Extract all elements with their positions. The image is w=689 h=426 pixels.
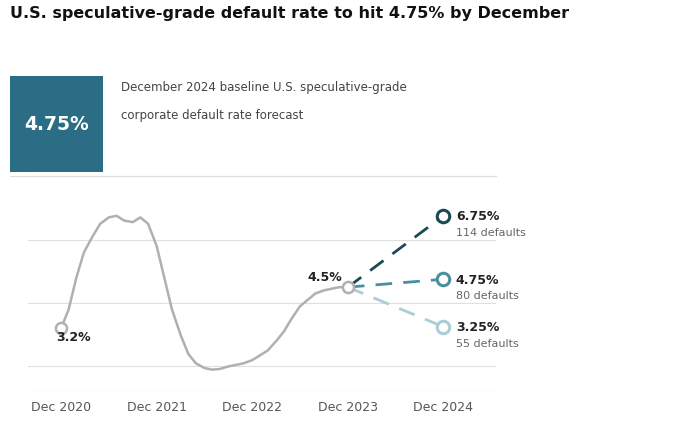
Text: corporate default rate forecast: corporate default rate forecast <box>121 109 303 121</box>
Text: 4.5%: 4.5% <box>307 271 342 284</box>
Text: 4.75%: 4.75% <box>25 115 89 134</box>
Text: 3.2%: 3.2% <box>56 331 91 344</box>
Text: 55 defaults: 55 defaults <box>456 338 519 348</box>
Text: 80 defaults: 80 defaults <box>456 291 519 300</box>
Text: U.S. speculative-grade default rate to hit 4.75% by December: U.S. speculative-grade default rate to h… <box>10 6 570 21</box>
Text: December 2024 baseline U.S. speculative-grade: December 2024 baseline U.S. speculative-… <box>121 81 407 94</box>
Text: 114 defaults: 114 defaults <box>456 227 526 237</box>
Text: 4.75%: 4.75% <box>456 273 500 286</box>
Text: 6.75%: 6.75% <box>456 210 500 223</box>
Text: 3.25%: 3.25% <box>456 320 500 334</box>
